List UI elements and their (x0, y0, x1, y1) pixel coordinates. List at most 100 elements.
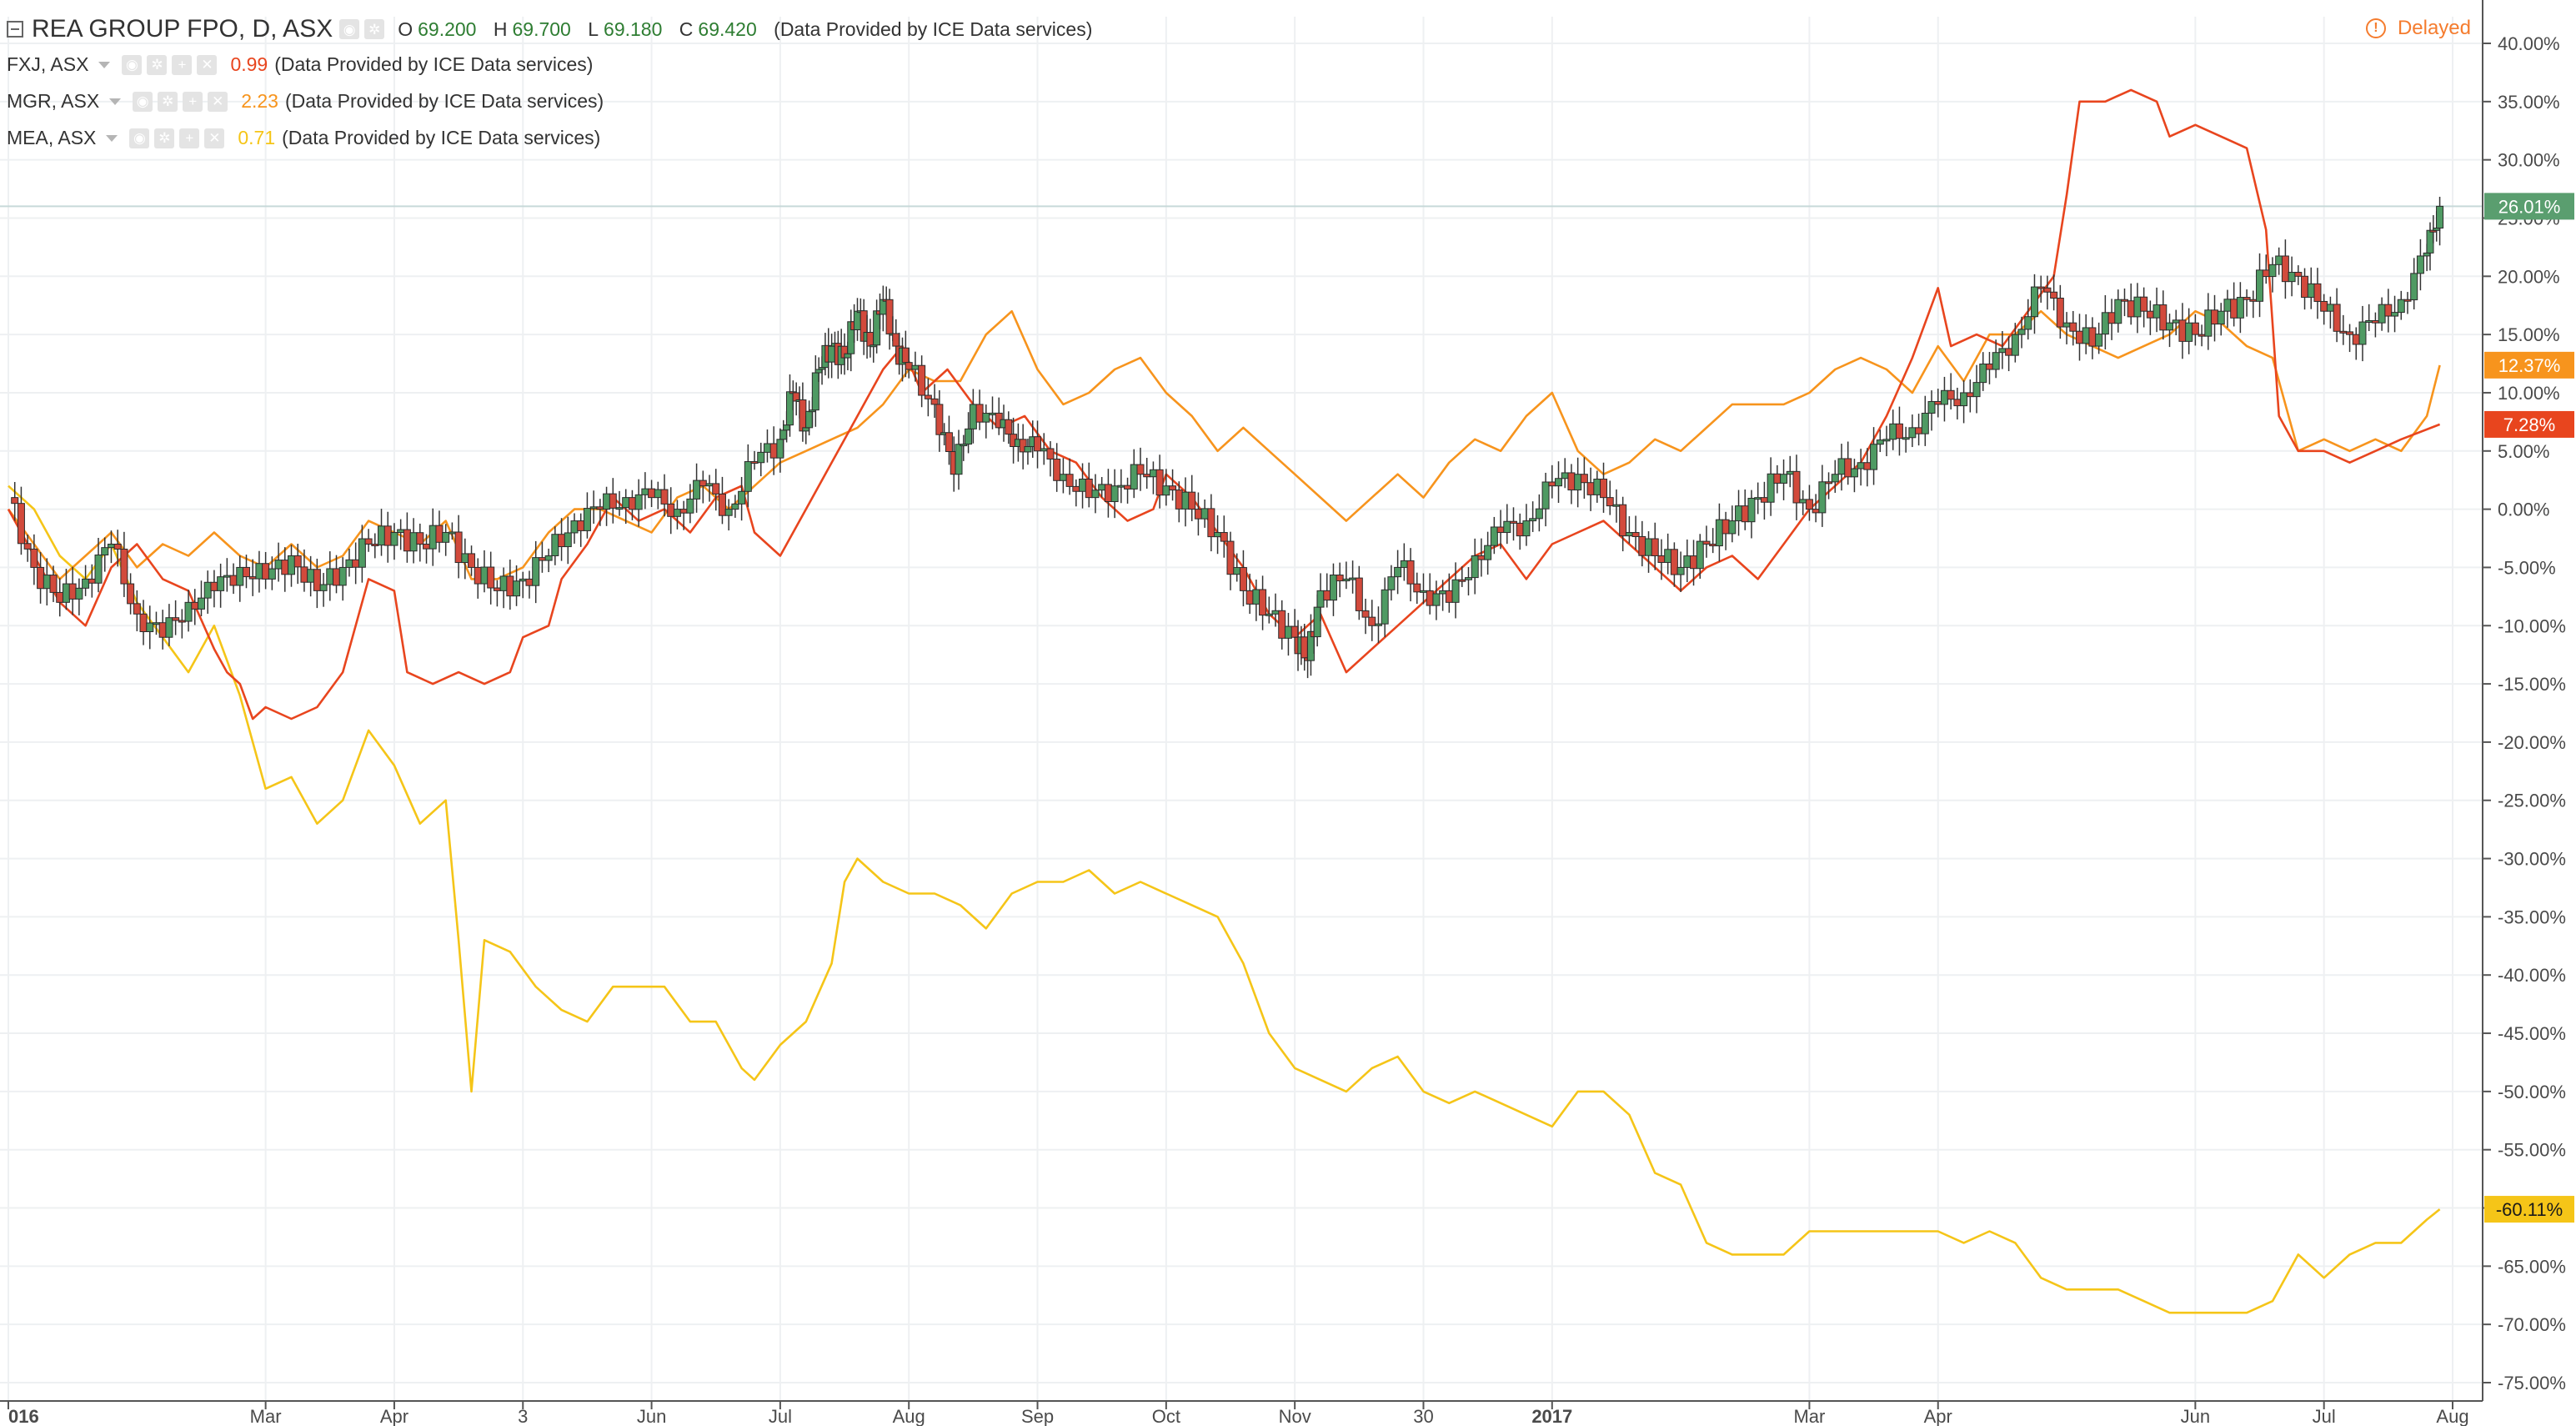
candle-body (2256, 269, 2264, 302)
candle-body (828, 345, 836, 363)
close-icon[interactable]: ✕ (197, 54, 218, 75)
chevron-down-icon[interactable] (109, 98, 122, 105)
candle-body (1773, 473, 1782, 484)
candle-body (2243, 297, 2251, 300)
candle-body (1754, 497, 1762, 500)
eye-icon[interactable]: ◉ (133, 91, 153, 112)
candle-body (248, 576, 257, 580)
candle-body (1342, 578, 1351, 582)
candle-body (2107, 312, 2116, 324)
delayed-status[interactable]: ! Delayed (2365, 17, 2471, 40)
candle-body (1676, 566, 1685, 575)
close-icon[interactable]: ✕ (208, 91, 228, 112)
candle-body (2326, 304, 2334, 312)
plus-icon[interactable]: + (172, 54, 193, 75)
candle-body (313, 569, 321, 591)
eye-icon[interactable]: ◉ (129, 128, 150, 148)
candle-body (667, 503, 675, 517)
chevron-down-icon[interactable] (106, 134, 118, 142)
collapse-legend-icon[interactable] (7, 21, 23, 38)
candle-body (1985, 363, 1993, 370)
candle-body (1863, 462, 1872, 470)
main-symbol-title[interactable]: REA GROUP FPO, D, ASX (32, 15, 333, 43)
candle-body (1548, 481, 1556, 487)
candle-body (679, 509, 688, 514)
price-scale[interactable]: 40.00%35.00%30.00%25.00%20.00%15.00%10.0… (2482, 0, 2566, 1401)
candle-body (1426, 590, 1434, 606)
candlestick-series (11, 196, 2444, 679)
settings-icon[interactable]: ✲ (364, 19, 385, 39)
candle-body (1149, 469, 1157, 478)
candle-body (1104, 484, 1112, 503)
settings-icon[interactable]: ✲ (147, 54, 168, 75)
candle-body (1702, 540, 1711, 545)
candle-body (68, 583, 77, 600)
candle-body (2223, 299, 2232, 312)
chevron-down-icon[interactable] (98, 61, 111, 68)
candle-body (1812, 509, 1820, 514)
candle-body (1837, 458, 1846, 475)
time-scale[interactable]: 016 Mar Apr 3 Jun Jul Aug Sep Oct Nov 30 2017 Mar Apr… (0, 1400, 2483, 1426)
candle-body (776, 439, 784, 459)
candle-body (2313, 283, 2322, 302)
candle-body (1400, 560, 1408, 568)
candle-body (2217, 310, 2225, 325)
candle-body (1947, 389, 1955, 400)
candle-body (1541, 481, 1550, 510)
candle-body (191, 601, 199, 610)
candle-body (2301, 275, 2309, 299)
y-tick-label: 20.00% (2498, 266, 2560, 287)
candle-body (712, 483, 720, 495)
candle-body (268, 568, 276, 580)
candle-body (519, 578, 527, 582)
y-tick-label: -55.00% (2498, 1140, 2566, 1161)
candle-body (1271, 610, 1280, 615)
candle-body (1715, 519, 1723, 547)
eye-icon[interactable]: ◉ (339, 19, 360, 39)
candle-body (1091, 490, 1100, 499)
y-tick-label: 40.00% (2498, 33, 2560, 54)
candle-body (2320, 300, 2328, 312)
candle-body (1005, 419, 1013, 435)
candle-body (1072, 485, 1080, 492)
candle-body (1143, 474, 1151, 478)
candle-body (2166, 322, 2174, 331)
y-tick-label: 5.00% (2498, 441, 2549, 462)
candle-body (1876, 439, 1884, 445)
candle-body (1535, 508, 1543, 520)
candle-body (197, 597, 205, 610)
candle-body (1394, 566, 1402, 578)
y-tick-label: -50.00% (2498, 1082, 2566, 1102)
plus-icon[interactable]: + (183, 91, 203, 112)
x-tick-label: Apr (1924, 1406, 1952, 1426)
compare-value: 2.23 (241, 90, 278, 112)
compare-symbol[interactable]: MEA, ASX (7, 127, 97, 148)
settings-icon[interactable]: ✲ (158, 91, 178, 112)
candle-body (152, 622, 160, 625)
compare-symbol[interactable]: FXJ, ASX (7, 53, 89, 75)
close-icon[interactable]: ✕ (204, 128, 225, 148)
candle-body (1220, 532, 1228, 542)
settings-icon[interactable]: ✲ (154, 128, 175, 148)
candle-body (2410, 273, 2418, 301)
candle-body (1586, 482, 1595, 495)
candle-body (2075, 330, 2083, 344)
candle-body (1747, 497, 1756, 523)
plus-icon[interactable]: + (179, 128, 200, 148)
candle-body (596, 506, 604, 510)
candle-body (654, 489, 662, 499)
candle-body (461, 553, 469, 564)
candle-body (2114, 299, 2122, 324)
candle-body (127, 583, 135, 605)
candle-body (101, 547, 109, 556)
candle-body (1792, 470, 1801, 504)
compare-symbol[interactable]: MGR, ASX (7, 90, 100, 112)
candle-body (2384, 304, 2393, 317)
candle-body (1580, 474, 1588, 484)
eye-icon[interactable]: ◉ (122, 54, 143, 75)
candle-body (628, 497, 636, 510)
candle-body (1046, 448, 1055, 460)
legend-compare-mgr: MGR, ASX ◉ ✲ + ✕ 2.23 (Data Provided by … (7, 90, 604, 113)
candle-body (2017, 329, 2026, 335)
